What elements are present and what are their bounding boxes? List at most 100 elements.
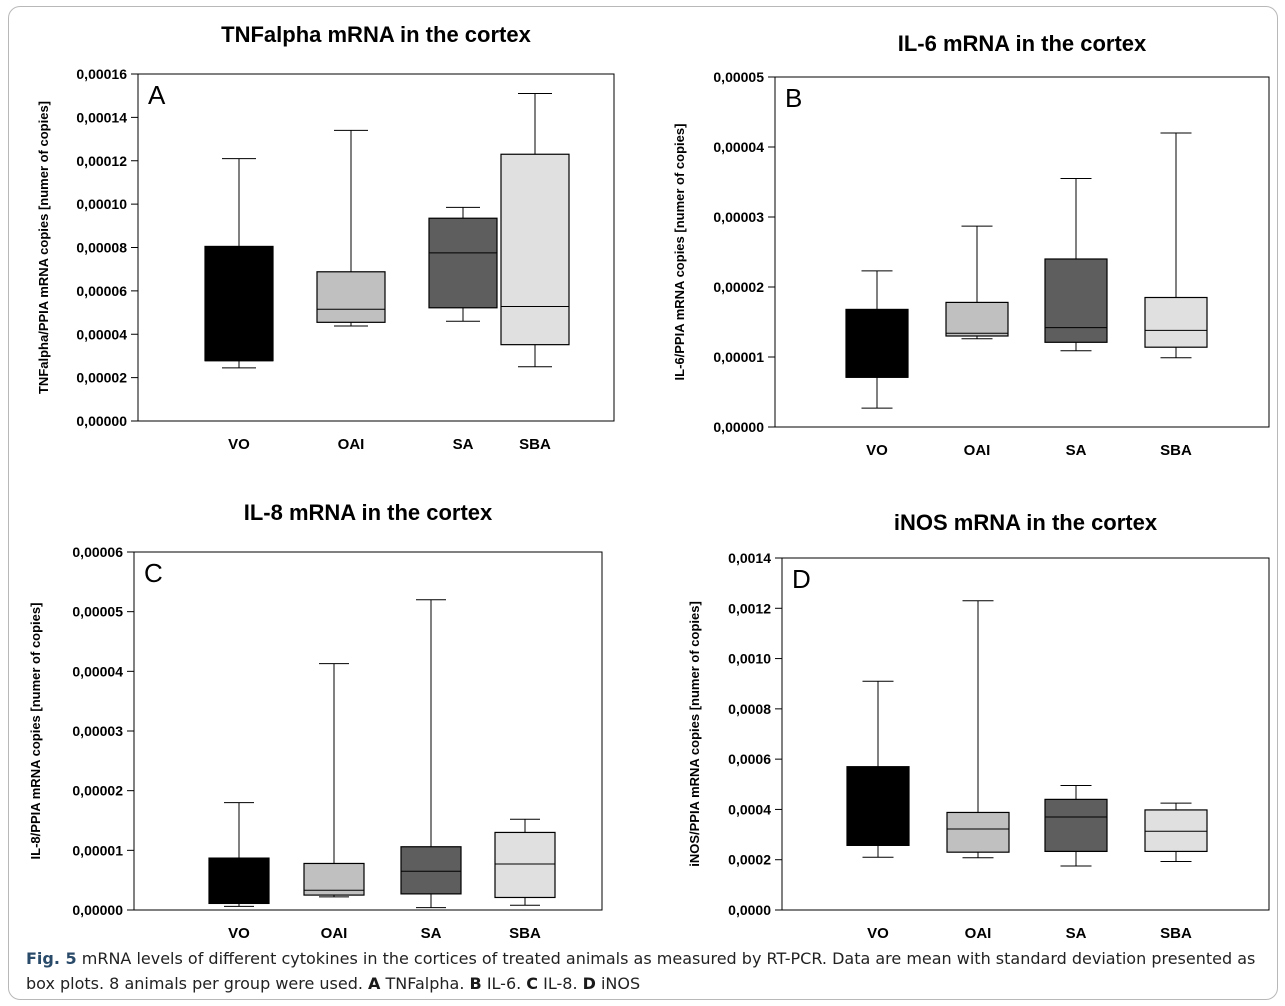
box-rect: [500, 153, 570, 346]
y-axis-label: IL-8/PPIA mRNA copies [numer of copies]: [28, 603, 43, 860]
box-rect: [946, 811, 1010, 853]
panel-label: A: [148, 80, 166, 110]
y-tick-label: 0,00006: [72, 544, 123, 560]
y-tick-label: 0,00005: [72, 604, 123, 620]
y-tick-label: 0,00000: [713, 419, 764, 435]
chart-title: TNFalpha mRNA in the cortex: [221, 22, 531, 47]
x-tick-label: VO: [866, 442, 888, 459]
y-tick-label: 0,00004: [72, 663, 123, 679]
y-tick-label: 0,0012: [728, 600, 771, 616]
chart-title: IL-6 mRNA in the cortex: [898, 31, 1147, 56]
box-oai: [316, 129, 386, 327]
y-tick-label: 0,00000: [76, 413, 127, 429]
chart-panel-b: IL-6 mRNA in the cortex B 0,00000 0,00001 0,…: [672, 31, 1270, 459]
box-sba: [494, 818, 556, 906]
box-sa: [400, 599, 462, 909]
x-tick-label: VO: [228, 436, 250, 453]
box-oai: [946, 600, 1010, 859]
box-sba: [1144, 132, 1208, 359]
box-rect: [208, 857, 270, 905]
chart-panel-d: iNOS mRNA in the cortex D 0,0000 0,0002 0,00…: [687, 510, 1270, 940]
figure-frame: [8, 6, 1278, 1000]
y-tick-label: 0,0004: [728, 801, 771, 817]
y-tick-label: 0,0000: [728, 902, 771, 918]
panel-label: D: [792, 564, 811, 594]
figure-caption: Fig. 5 mRNA levels of different cytokine…: [26, 946, 1266, 996]
y-tick-label: 0,00001: [713, 349, 764, 365]
panel-label: C: [144, 558, 163, 588]
box-sa: [1044, 178, 1108, 352]
y-tick-label: 0,0002: [728, 852, 771, 868]
y-tick-label: 0,00016: [76, 66, 127, 82]
box-sba: [1144, 802, 1208, 862]
box-rect: [1044, 798, 1108, 853]
y-axis-label: iNOS/PPIA mRNA copies [numer of copies]: [687, 601, 702, 867]
panel-label: B: [785, 83, 802, 113]
charts-canvas: TNFalpha mRNA in the cortex A 0,00000 0,000…: [28, 22, 1270, 940]
y-tick-label: 0,00000: [72, 902, 123, 918]
chart-title: IL-8 mRNA in the cortex: [244, 500, 493, 525]
box-vo: [846, 680, 910, 858]
box-vo: [208, 802, 270, 907]
box-rect: [945, 301, 1009, 337]
x-tick-label: OAI: [965, 925, 992, 940]
caption-text-c: IL-8.: [538, 974, 583, 993]
x-tick-label: SA: [453, 436, 474, 453]
box-rect: [428, 217, 498, 309]
box-oai: [945, 225, 1009, 340]
x-tick-label: SBA: [509, 925, 541, 940]
x-tick-label: OAI: [338, 436, 365, 453]
x-tick-label: OAI: [321, 925, 348, 940]
y-tick-label: 0,00002: [72, 783, 123, 799]
box-sa: [1044, 785, 1108, 867]
box-rect: [846, 766, 910, 846]
y-tick-label: 0,00002: [76, 370, 127, 386]
x-tick-label: SBA: [1160, 442, 1192, 459]
x-tick-label: VO: [867, 925, 889, 940]
x-tick-label: SA: [1066, 442, 1087, 459]
caption-label-a: A: [368, 974, 381, 993]
chart-panel-c: IL-8 mRNA in the cortex C 0,00000 0,00001 0,…: [28, 500, 603, 940]
y-tick-label: 0,0014: [728, 550, 771, 566]
y-tick-label: 0,00005: [713, 69, 764, 85]
y-tick-label: 0,00008: [76, 240, 127, 256]
y-tick-label: 0,00001: [72, 842, 123, 858]
box-rect: [400, 846, 462, 895]
y-tick-label: 0,00012: [76, 153, 127, 169]
y-tick-label: 0,00006: [76, 283, 127, 299]
x-tick-label: VO: [228, 925, 250, 940]
y-axis-label: IL-6/PPIA mRNA copies [numer of copies]: [672, 124, 687, 381]
x-tick-label: OAI: [964, 442, 991, 459]
x-tick-label: SA: [1066, 925, 1087, 940]
caption-label-b: B: [469, 974, 482, 993]
caption-text: mRNA levels of different cytokines in th…: [26, 949, 1256, 993]
y-tick-label: 0,0008: [728, 701, 771, 717]
caption-text-d: iNOS: [595, 974, 641, 993]
y-tick-label: 0,0010: [728, 651, 771, 667]
box-rect: [1144, 296, 1208, 348]
y-tick-label: 0,00002: [713, 279, 764, 295]
box-vo: [845, 270, 909, 409]
caption-label-d: D: [582, 974, 596, 993]
box-rect: [1044, 258, 1108, 343]
box-rect: [494, 831, 556, 899]
y-axis-label: TNFalpha/PPIA mRNA copies [numer of copi…: [36, 101, 51, 394]
y-tick-label: 0,00004: [76, 326, 127, 342]
box-rect: [316, 271, 386, 323]
y-tick-label: 0,0006: [728, 751, 771, 767]
box-sa: [428, 206, 498, 322]
plot-frame: [781, 557, 1270, 911]
y-tick-label: 0,00003: [713, 209, 764, 225]
x-tick-label: SA: [421, 925, 442, 940]
caption-text-b: IL-6.: [481, 974, 527, 993]
caption-fig-label: Fig. 5: [26, 949, 77, 968]
box-sba: [500, 93, 570, 368]
y-tick-label: 0,00004: [713, 139, 764, 155]
box-oai: [303, 663, 365, 898]
x-tick-label: SBA: [1160, 925, 1192, 940]
chart-title: iNOS mRNA in the cortex: [894, 510, 1158, 535]
y-tick-label: 0,00014: [76, 109, 127, 125]
box-vo: [204, 158, 274, 369]
box-rect: [1144, 809, 1208, 853]
y-tick-label: 0,00010: [76, 196, 127, 212]
